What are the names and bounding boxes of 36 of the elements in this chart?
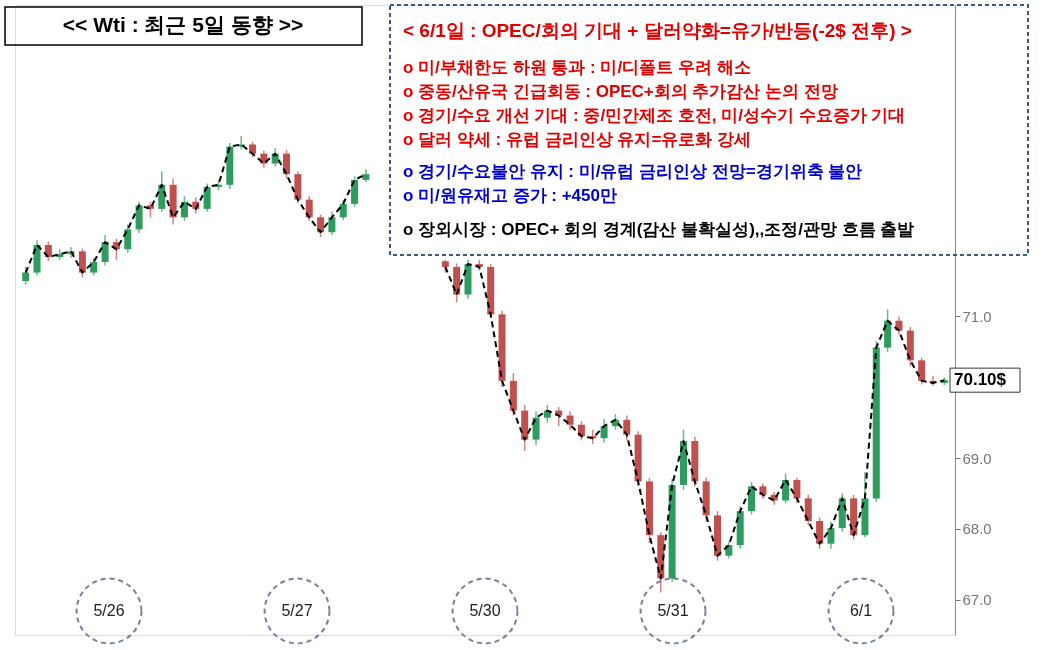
y-tick-label: 71.0: [962, 307, 992, 325]
candlestick: [203, 182, 211, 213]
annotation: < 6/1일 : OPEC/회의 기대 + 달러약화=유가/반등(-2$ 전후) >: [403, 20, 912, 41]
annotation: o 중동/산유국 긴급회동 : OPEC+회의 추가감산 논의 전망: [403, 82, 838, 101]
candlestick: [328, 210, 336, 236]
annotation: o 미/부채한도 하원 통과 : 미/디폴트 우려 해소: [403, 58, 751, 77]
candlestick: [339, 198, 347, 221]
annotation: o 경기/수요불안 유지 : 미/유럽 금리인상 전망=경기위축 불안: [403, 162, 863, 181]
annotation: o 경기/수요 개선 기대 : 중/민간제조 호전, 미/성수기 수요증가 기대: [403, 106, 906, 125]
candlestick: [827, 520, 835, 550]
candlestick: [101, 234, 109, 267]
chart-title: << Wti : 최근 5일 동향 >>: [62, 13, 304, 36]
candlestick: [793, 477, 801, 505]
candlestick: [78, 247, 86, 279]
candlestick: [317, 213, 325, 238]
candlestick: [918, 356, 926, 386]
annotation: o 미/원유재고 증가 : +450만: [403, 186, 617, 205]
y-tick-label: 68.0: [962, 520, 992, 538]
candlestick: [124, 223, 132, 254]
annotation: 5/30: [469, 602, 501, 619]
candlestick: [566, 410, 574, 431]
candlestick: [816, 516, 824, 550]
candlestick: [532, 410, 540, 447]
annotation: o 장외시장 : OPEC+ 회의 경계(감산 불확실성),,조정/관망 흐름 출발: [403, 220, 915, 239]
annotation: 5/31: [657, 602, 689, 619]
candlestick: [804, 494, 812, 527]
y-tick-label: 69.0: [962, 449, 992, 467]
annotation: 5/27: [281, 602, 313, 619]
candlestick: [44, 240, 52, 262]
annotation: o 달러 약세 : 유럽 금리인상 유지=유로화 강세: [403, 130, 752, 149]
annotation: 5/26: [93, 602, 125, 619]
candlestick: [623, 414, 631, 442]
annotation: 6/1: [849, 602, 873, 619]
text: 70.10$: [954, 370, 1006, 390]
candlestick: [600, 418, 608, 444]
y-tick-label: 67.0: [962, 591, 992, 609]
